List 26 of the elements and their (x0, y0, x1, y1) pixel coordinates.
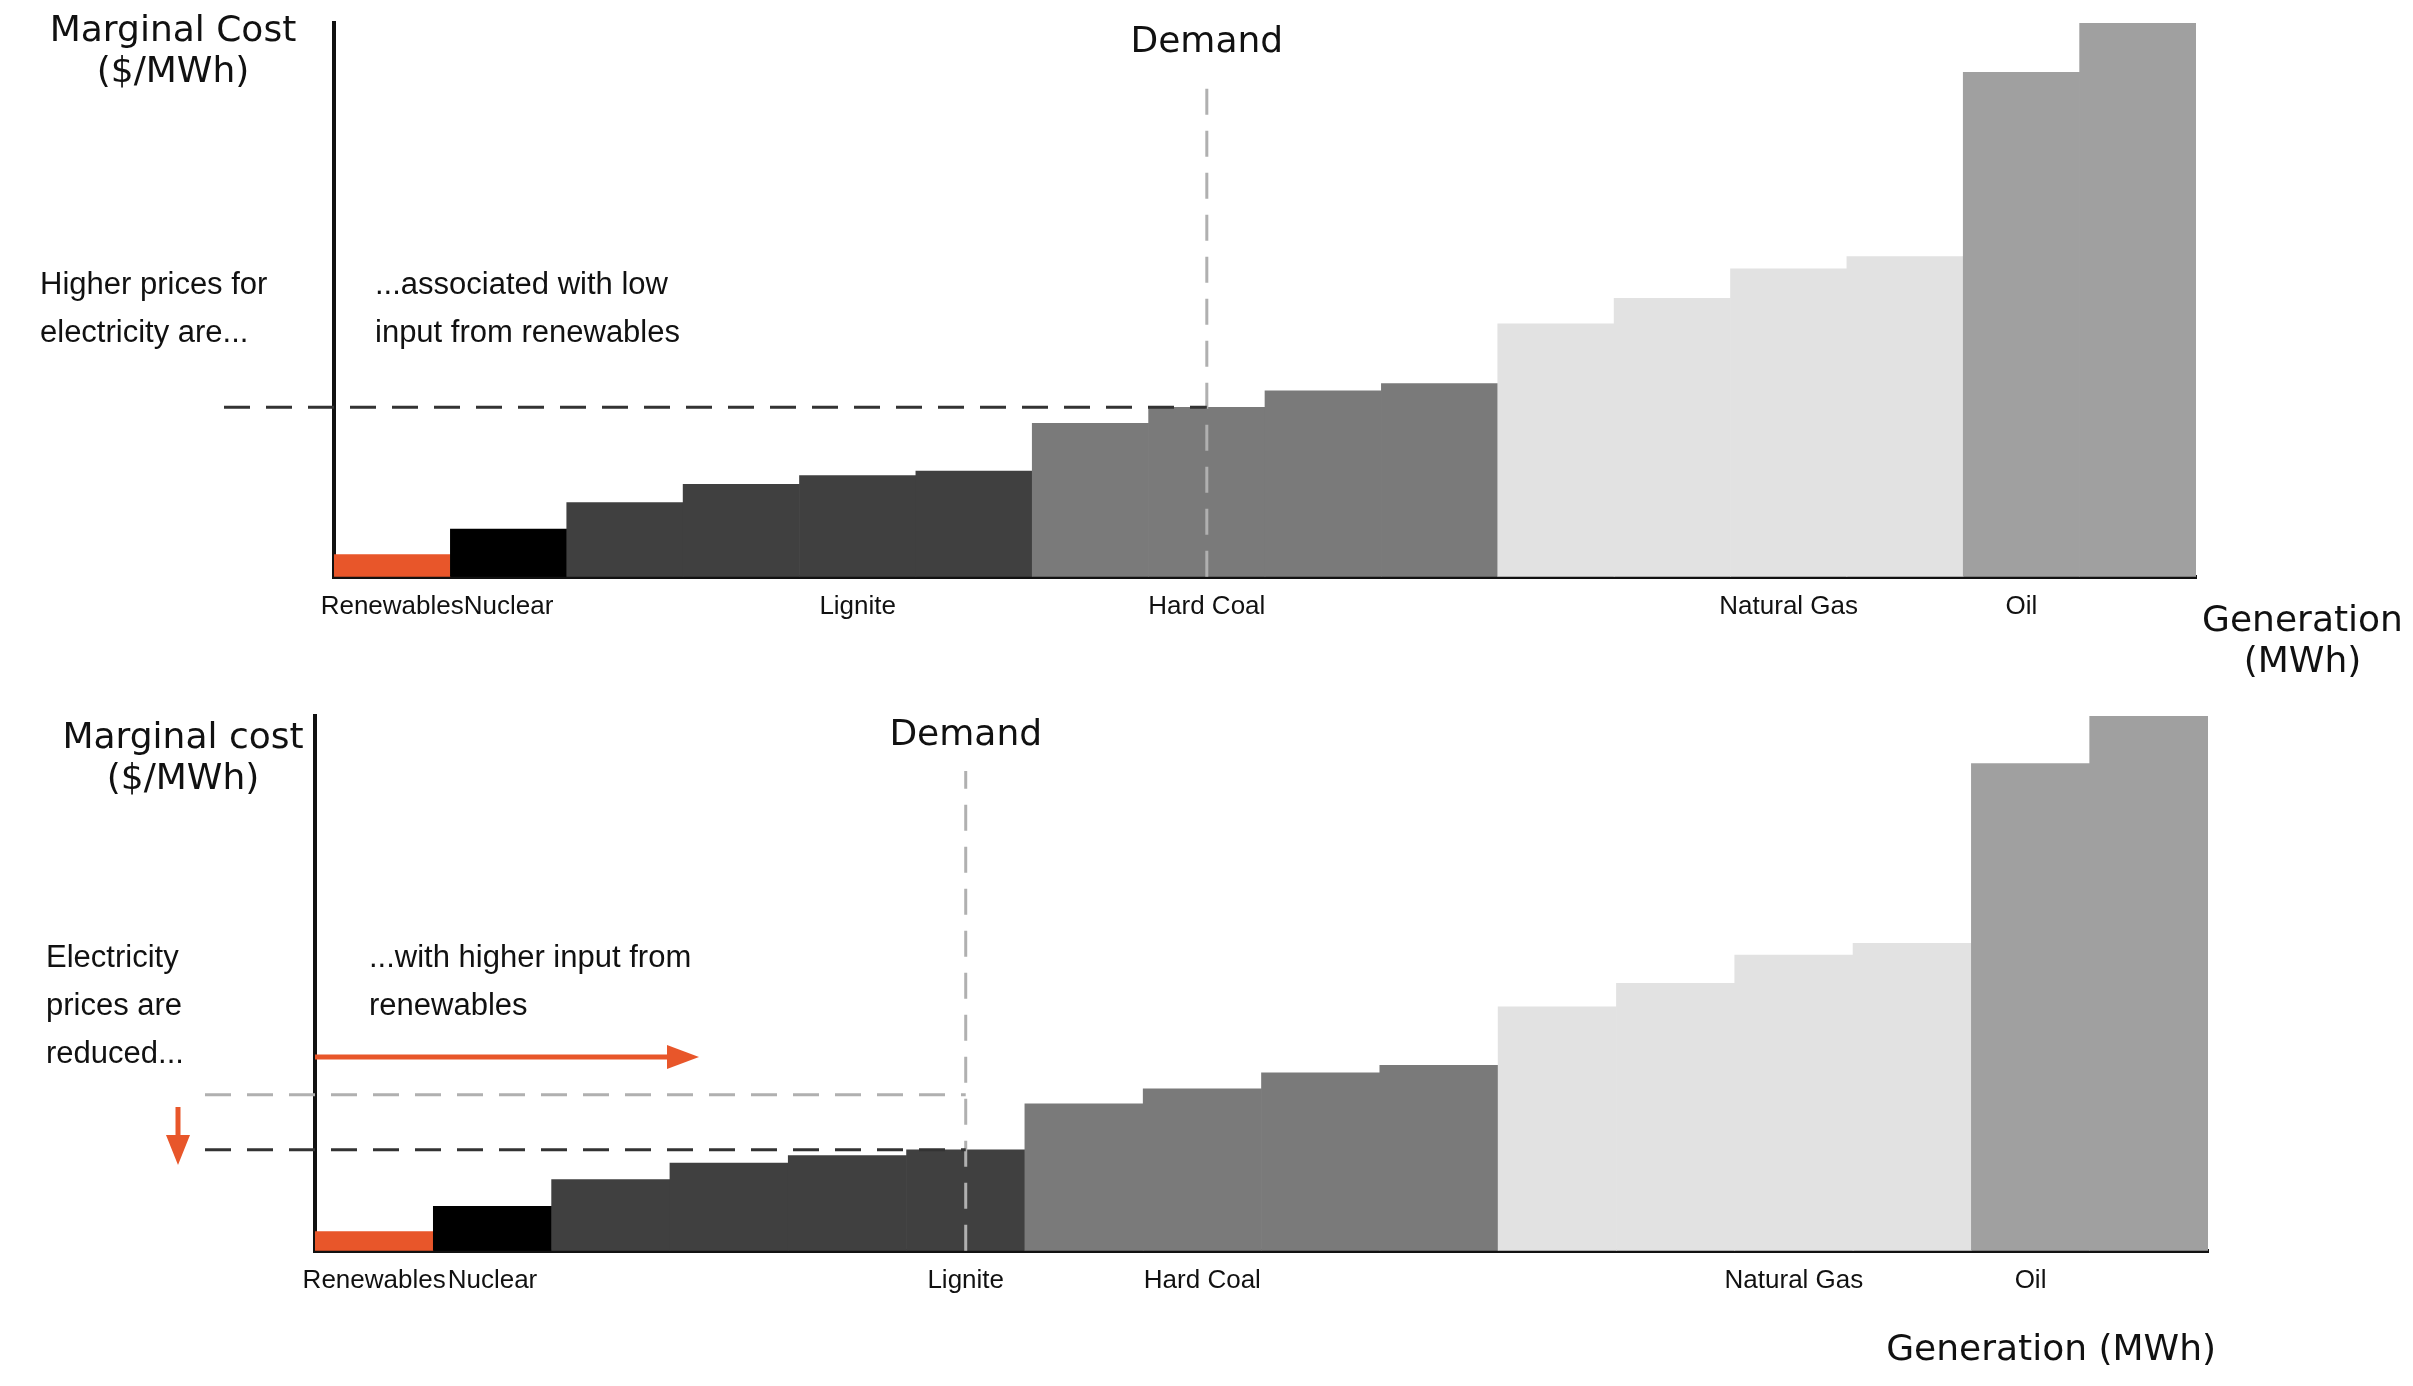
ref-line-label: Demand (889, 712, 1043, 754)
x-tick-label: Oil (2014, 1263, 2047, 1294)
text: Electricity prices are reduced... (46, 938, 185, 1072)
x-tick-label: Lignite (819, 589, 896, 620)
x-tick-label: Natural Gas (1719, 589, 1859, 620)
x-tick-label: Oil (2005, 589, 2038, 620)
x-tick-label: Renewables (320, 589, 464, 620)
x-tick-label: Nuclear (463, 589, 554, 620)
x-tick-label: Renewables (302, 1263, 446, 1294)
x-axis-title: Generation (MWh) (2201, 598, 2404, 680)
annotation: ...with higher input from renewables (369, 938, 693, 1024)
x-tick-label: Lignite (927, 1263, 1005, 1294)
bar (315, 1231, 434, 1251)
x-tick-label: Nuclear (447, 1263, 538, 1294)
bar (334, 554, 451, 577)
annotation: ...associated with low input from renewables (375, 265, 681, 351)
ref-line-label: Demand (1130, 19, 1284, 61)
x-tick-label: Natural Gas (1724, 1263, 1864, 1294)
text: Higher prices for electricity are... (40, 265, 269, 351)
x-tick-label: Hard Coal (1148, 589, 1266, 620)
bar (450, 528, 568, 577)
y-axis-title: Marginal Cost ($/MWh) (48, 8, 298, 90)
bar (432, 1206, 552, 1251)
x-axis-title: Generation (MWh) (1885, 1327, 2216, 1368)
x-tick-label: Hard Coal (1143, 1263, 1261, 1294)
y-axis-title: Marginal cost ($/MWh) (61, 715, 305, 797)
